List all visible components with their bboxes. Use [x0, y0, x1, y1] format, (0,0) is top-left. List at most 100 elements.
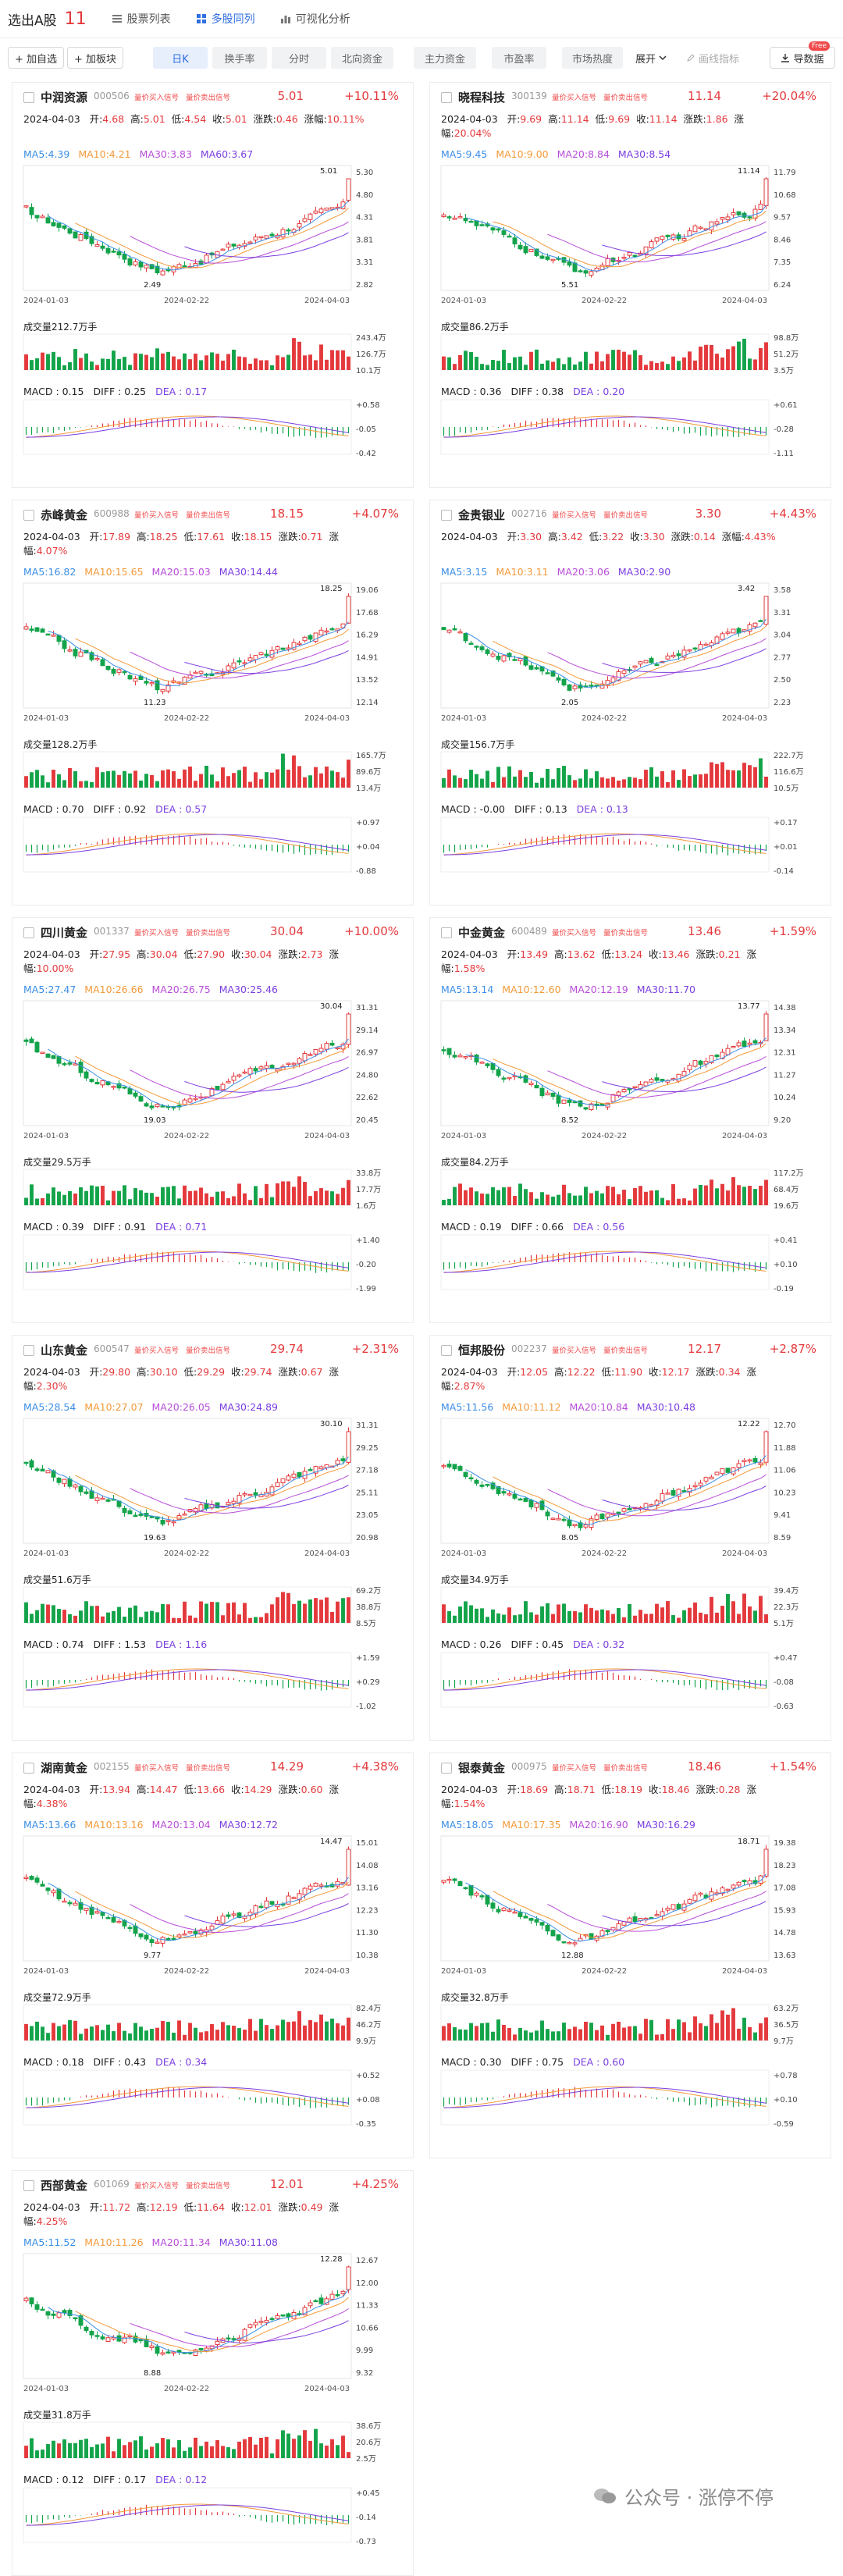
volume-bar	[557, 767, 560, 788]
tab-intraday[interactable]: 分时	[272, 47, 326, 69]
tab-pe-ratio[interactable]: 市盈率	[492, 47, 546, 69]
stock-card[interactable]: 恒邦股份 002237 量价买入信号 量价卖出信号 12.17 +2.87% 2…	[429, 1335, 831, 1741]
stock-card[interactable]: 湖南黄金 002155 量价买入信号 量价卖出信号 14.29 +4.38% 2…	[12, 1752, 414, 2158]
volume-bar	[573, 2026, 577, 2041]
volume-bar	[62, 1194, 66, 1205]
stock-card[interactable]: 赤峰黄金 600988 量价买入信号 量价卖出信号 18.15 +4.07% 2…	[12, 500, 414, 906]
stock-name[interactable]: 晓程科技	[458, 91, 506, 105]
volume-bar	[584, 1187, 588, 1205]
stock-name[interactable]: 银泰黄金	[458, 1761, 506, 1775]
volume-bar	[46, 2033, 50, 2041]
candle-body	[34, 1041, 40, 1053]
volume-bar	[759, 1596, 763, 1623]
kline-chart[interactable]: 31.3129.2527.1825.1123.0520.982024-01-03…	[20, 1395, 407, 1729]
grid-icon	[196, 14, 206, 23]
tab-main-capital[interactable]: 主力资金	[414, 47, 476, 69]
volume-bar	[617, 1607, 621, 1623]
select-checkbox[interactable]	[23, 2180, 34, 2191]
stock-name[interactable]: 西部黄金	[41, 2179, 88, 2193]
candle-body	[264, 235, 269, 239]
volume-bar	[308, 1599, 312, 1623]
volume-bar	[578, 1195, 582, 1205]
expand-dropdown[interactable]: 展开	[631, 47, 671, 69]
add-watchlist-button[interactable]: + 加自选	[8, 47, 64, 69]
volume-bar	[150, 2029, 154, 2041]
tab-market-heat[interactable]: 市场热度	[562, 47, 623, 69]
tab-turnover[interactable]: 换手率	[212, 47, 267, 69]
kline-chart[interactable]: 19.3818.2317.0815.9314.7813.632024-01-03…	[438, 1813, 824, 2147]
candle-body	[280, 647, 286, 650]
nav-stock-list[interactable]: 股票列表	[112, 11, 171, 27]
ma-label: MA20:26.75	[151, 984, 211, 995]
volume-bar	[336, 350, 340, 370]
kline-chart[interactable]: 15.0114.0813.1612.2311.3010.382024-01-03…	[20, 1813, 407, 2147]
ohlc-low: 9.69	[608, 113, 631, 125]
ma-legend: MA5:18.05 MA10:17.35 MA20:16.90 MA30:16.…	[441, 1819, 701, 1831]
volume-tick-label: 20.6万	[356, 2439, 381, 2447]
volume-bar	[259, 1617, 263, 1623]
candle-body	[84, 1071, 89, 1079]
volume-bar	[682, 1198, 686, 1205]
volume-bar	[79, 781, 83, 788]
stock-card[interactable]: 山东黄金 600547 量价买入信号 量价卖出信号 29.74 +2.31% 2…	[12, 1335, 414, 1741]
volume-bar	[52, 2023, 55, 2041]
select-checkbox[interactable]	[441, 1763, 452, 1774]
nav-visual-analysis[interactable]: 可视化分析	[280, 11, 350, 27]
volume-tick-label: 126.7万	[356, 350, 386, 359]
volume-bar	[644, 1614, 648, 1623]
volume-tick-label: 9.9万	[356, 2037, 376, 2046]
stock-card[interactable]: 晓程科技 300139 量价买入信号 量价卖出信号 11.14 +20.04% …	[429, 82, 831, 488]
candle-body	[78, 1062, 84, 1073]
select-checkbox[interactable]	[23, 1345, 34, 1356]
export-data-button[interactable]: Free 导数据	[770, 41, 835, 69]
stock-name[interactable]: 赤峰黄金	[41, 508, 88, 522]
select-checkbox[interactable]	[441, 92, 452, 103]
select-checkbox[interactable]	[23, 1763, 34, 1774]
select-checkbox[interactable]	[441, 927, 452, 938]
stock-name[interactable]: 中金黄金	[458, 926, 506, 940]
kline-chart[interactable]: 19.0617.6816.2914.9113.5212.142024-01-03…	[20, 560, 407, 894]
macd-legend: MACD : 0.70 DIFF : 0.92 DEA : 0.57	[23, 803, 213, 815]
tab-northbound[interactable]: 北向资金	[331, 47, 393, 69]
kline-chart[interactable]: 31.3129.1426.9724.8022.6220.452024-01-03…	[20, 977, 407, 1311]
stock-name[interactable]: 山东黄金	[41, 1343, 88, 1357]
ma-label: MA20:15.03	[151, 566, 211, 578]
stock-card[interactable]: 西部黄金 601069 量价买入信号 量价卖出信号 12.01 +4.25% 2…	[12, 2170, 414, 2576]
stock-card[interactable]: 中金黄金 600489 量价买入信号 量价卖出信号 13.46 +1.59% 2…	[429, 917, 831, 1323]
select-checkbox[interactable]	[23, 510, 34, 521]
stock-card[interactable]: 四川黄金 001337 量价买入信号 量价卖出信号 30.04 +10.00% …	[12, 917, 414, 1323]
tab-daily-k[interactable]: 日K	[153, 47, 208, 69]
draw-indicator-button[interactable]: 画线指标	[678, 47, 748, 69]
volume-bar	[24, 1197, 28, 1205]
stock-card[interactable]: 金贵银业 002716 量价买入信号 量价卖出信号 3.30 +4.43% 20…	[429, 500, 831, 906]
stock-name[interactable]: 湖南黄金	[41, 1761, 88, 1775]
nav-multi-stock[interactable]: 多股同列	[196, 11, 255, 27]
stock-name[interactable]: 四川黄金	[41, 926, 88, 940]
nav-stock-list-label: 股票列表	[126, 13, 171, 26]
stock-name[interactable]: 恒邦股份	[458, 1343, 506, 1357]
add-board-button[interactable]: + 加板块	[67, 47, 123, 69]
volume-bar	[270, 2029, 274, 2041]
candle-body	[681, 1071, 687, 1076]
volume-bar	[726, 770, 730, 788]
select-checkbox[interactable]	[441, 1345, 452, 1356]
stock-card[interactable]: 中润资源 000506 量价买入信号 量价卖出信号 5.01 +10.11% 2…	[12, 82, 414, 488]
stock-name[interactable]: 中润资源	[41, 91, 88, 105]
volume-bar	[330, 770, 334, 788]
ma-label: MA30:8.54	[617, 148, 671, 160]
select-checkbox[interactable]	[441, 510, 452, 521]
select-checkbox[interactable]	[23, 927, 34, 938]
price-frame	[440, 1418, 770, 1544]
volume-bar	[529, 1612, 533, 1623]
stock-card[interactable]: 银泰黄金 000975 量价买入信号 量价卖出信号 18.46 +1.54% 2…	[429, 1752, 831, 2158]
ohlc-date: 2024-04-03	[441, 531, 498, 543]
select-checkbox[interactable]	[23, 92, 34, 103]
volume-bar	[638, 1610, 642, 1623]
stock-name[interactable]: 金贵银业	[458, 508, 506, 522]
